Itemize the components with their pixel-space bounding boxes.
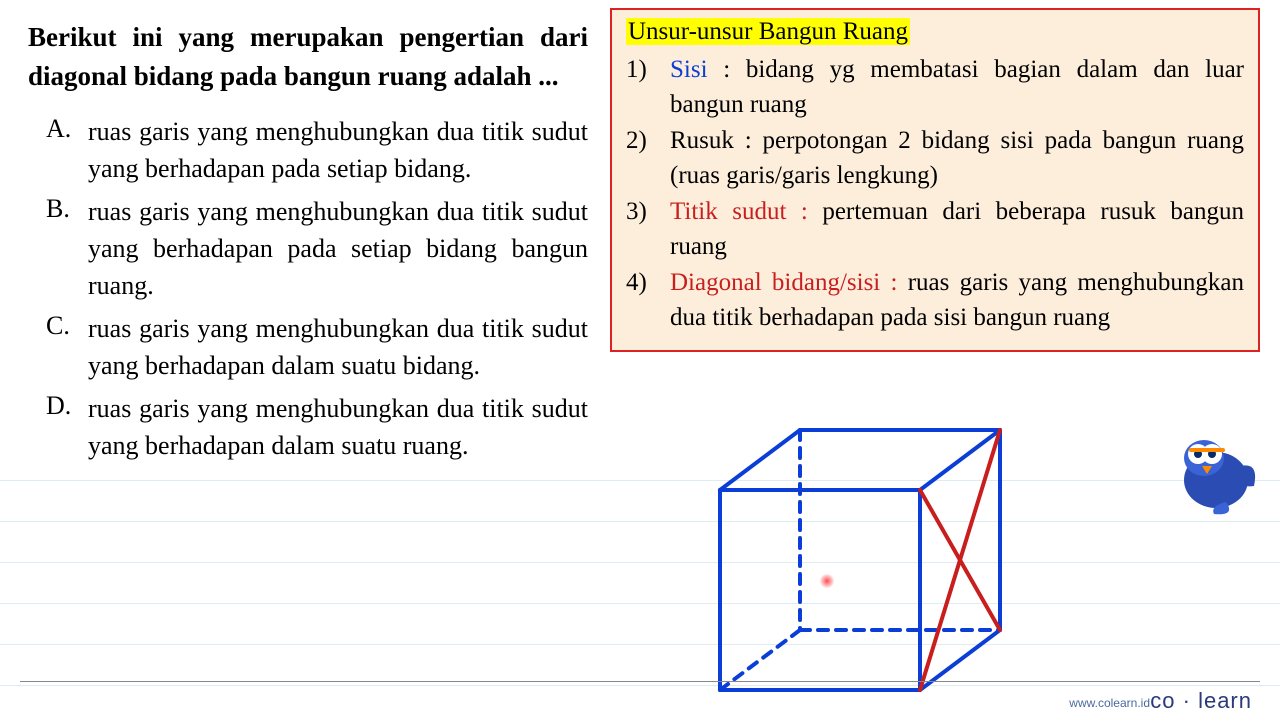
pointer-dot-icon [820,574,834,588]
options-list: A. ruas garis yang menghubungkan dua tit… [28,114,588,464]
brand-logo-b: learn [1198,688,1252,713]
option-label: C. [46,311,88,385]
info-body: Rusuk : perpotongan 2 bidang sisi pada b… [670,123,1244,194]
brand-logo-a: co [1150,688,1175,713]
info-item-4: 4) Diagonal bidang/sisi : ruas garis yan… [626,265,1244,336]
question-text: Berikut ini yang merupakan pengertian da… [28,18,588,96]
info-num: 3) [626,194,670,265]
divider [20,681,1260,682]
info-sep: : [880,269,907,296]
option-label: A. [46,114,88,188]
info-term: Titik sudut [670,198,786,225]
option-b: B. ruas garis yang menghubungkan dua tit… [46,194,588,305]
info-sep: : [786,198,822,225]
info-body: Diagonal bidang/sisi : ruas garis yang m… [670,265,1244,336]
info-item-2: 2) Rusuk : perpotongan 2 bidang sisi pad… [626,123,1244,194]
cube-diagram [700,420,1020,720]
question-panel: Berikut ini yang merupakan pengertian da… [28,18,588,470]
info-list: 1) Sisi : bidang yg membatasi bagian dal… [626,52,1244,336]
info-title: Unsur-unsur Bangun Ruang [626,18,910,45]
option-text: ruas garis yang menghubungkan dua titik … [88,114,588,188]
option-a: A. ruas garis yang menghubungkan dua tit… [46,114,588,188]
info-item-1: 1) Sisi : bidang yg membatasi bagian dal… [626,52,1244,123]
info-body: Sisi : bidang yg membatasi bagian dalam … [670,52,1244,123]
info-sep: : [734,127,763,154]
ruled-paper-background [0,440,1280,700]
info-term: Rusuk [670,127,734,154]
info-sep: : [708,56,746,83]
info-box: Unsur-unsur Bangun Ruang 1) Sisi : bidan… [610,8,1260,352]
info-num: 4) [626,265,670,336]
option-text: ruas garis yang menghubungkan dua titik … [88,311,588,385]
mascot-bird-icon [1164,428,1264,518]
option-d: D. ruas garis yang menghubungkan dua tit… [46,391,588,465]
option-c: C. ruas garis yang menghubungkan dua tit… [46,311,588,385]
info-term: Sisi [670,56,708,83]
option-label: D. [46,391,88,465]
option-label: B. [46,194,88,305]
option-text: ruas garis yang menghubungkan dua titik … [88,391,588,465]
brand-dot-icon: · [1176,688,1199,713]
brand-logo: co · learn [1150,688,1252,714]
info-def: bidang yg membatasi bagian dalam dan lua… [670,56,1244,119]
info-body: Titik sudut : pertemuan dari beberapa ru… [670,194,1244,265]
option-text: ruas garis yang menghubungkan dua titik … [88,194,588,305]
info-num: 1) [626,52,670,123]
brand-url: www.colearn.id [1069,696,1150,710]
info-num: 2) [626,123,670,194]
info-term: Diagonal bidang/sisi [670,269,880,296]
info-item-3: 3) Titik sudut : pertemuan dari beberapa… [626,194,1244,265]
